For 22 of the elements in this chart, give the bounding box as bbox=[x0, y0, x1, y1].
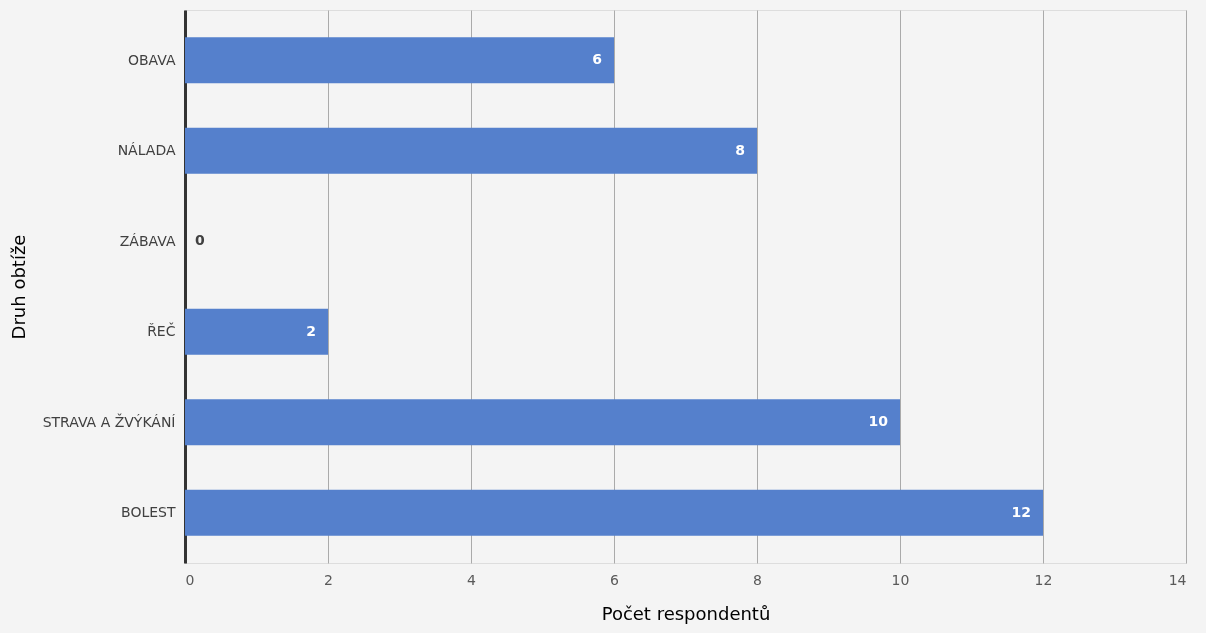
x-tick-label: 2 bbox=[324, 571, 333, 588]
y-tick-label: OBAVA bbox=[127, 51, 176, 68]
x-tick-label: 12 bbox=[1034, 571, 1053, 588]
x-tick-label: 8 bbox=[753, 571, 762, 588]
x-tick-label: 14 bbox=[1168, 571, 1187, 588]
data-label: 10 bbox=[868, 413, 889, 430]
x-axis-title: Počet respondentů bbox=[601, 602, 771, 624]
x-tick-label: 10 bbox=[891, 571, 910, 588]
data-label: 2 bbox=[306, 322, 316, 339]
y-tick-label: NÁLADA bbox=[117, 142, 176, 159]
y-tick-label: ŘEČ bbox=[147, 322, 176, 340]
x-tick-label: 6 bbox=[610, 571, 620, 588]
data-label: 12 bbox=[1011, 503, 1031, 520]
data-label: 6 bbox=[592, 51, 602, 68]
y-tick-label: ZÁBAVA bbox=[119, 232, 176, 249]
data-label: 0 bbox=[195, 232, 205, 249]
y-tick-label: BOLEST bbox=[121, 504, 176, 521]
y-tick-label: STRAVA A ŽVÝKÁNÍ bbox=[42, 412, 176, 430]
y-axis-title: Druh obtíže bbox=[7, 234, 29, 340]
x-tick-label: 4 bbox=[467, 571, 477, 588]
data-label: 8 bbox=[735, 141, 745, 158]
x-tick-label: 0 bbox=[185, 571, 195, 588]
